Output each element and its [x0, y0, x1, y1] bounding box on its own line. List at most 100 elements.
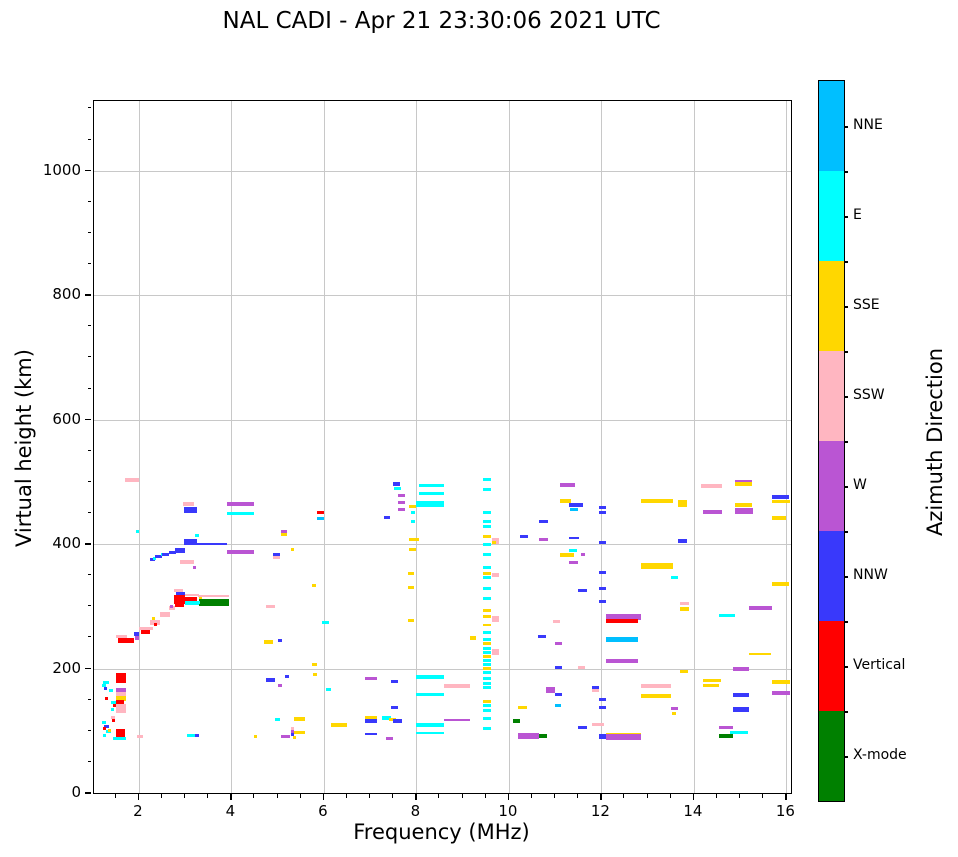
data-segment: [182, 502, 195, 507]
data-segment: [386, 737, 394, 741]
colorbar-segment-ssw: [819, 351, 844, 441]
data-segment: [483, 654, 492, 658]
data-segment: [483, 542, 492, 546]
data-segment: [483, 708, 492, 712]
data-segment: [185, 601, 199, 606]
data-segment: [161, 552, 169, 556]
data-segment: [729, 731, 749, 735]
data-segment: [102, 680, 109, 684]
data-segment: [605, 637, 639, 643]
data-segment: [580, 552, 586, 556]
data-segment: [605, 733, 641, 740]
colorbar-boundary-tick: [844, 531, 848, 533]
data-segment: [365, 676, 378, 680]
y-tick-label: 0: [71, 783, 81, 801]
data-segment: [483, 676, 492, 680]
data-segment: [409, 504, 417, 508]
data-segment: [410, 511, 416, 515]
data-segment: [670, 706, 678, 710]
x-major-tick: [507, 794, 510, 800]
data-segment: [483, 623, 492, 626]
data-segment: [569, 507, 579, 511]
data-segment: [397, 508, 405, 512]
data-segment: [141, 629, 151, 634]
data-segment: [605, 732, 641, 735]
data-segment: [416, 731, 445, 734]
data-segment: [640, 693, 671, 698]
data-segment: [483, 576, 492, 580]
y-minor-tick: [87, 760, 91, 762]
data-segment: [599, 706, 606, 710]
x-tick-label: 10: [498, 802, 518, 820]
x-gridline: [601, 101, 603, 793]
data-segment: [492, 648, 499, 655]
data-segment: [134, 632, 139, 637]
data-segment: [518, 733, 539, 740]
data-segment: [103, 686, 107, 690]
y-gridline: [94, 170, 791, 172]
data-segment: [592, 689, 600, 693]
x-major-tick: [600, 794, 602, 800]
data-segment: [316, 511, 324, 515]
x-gridline: [693, 101, 695, 793]
data-segment: [115, 695, 126, 701]
data-segment: [312, 663, 317, 667]
data-segment: [277, 639, 283, 643]
data-segment: [749, 605, 773, 610]
data-segment: [111, 716, 115, 720]
data-segment: [330, 722, 347, 727]
data-segment: [272, 552, 280, 556]
colorbar-tick: [844, 216, 848, 218]
data-segment: [605, 619, 639, 624]
data-segment: [735, 508, 754, 515]
x-minor-tick: [530, 794, 532, 798]
colorbar-title: Azimuth Direction: [923, 347, 947, 537]
data-segment: [483, 727, 492, 731]
data-segment: [187, 733, 196, 737]
data-segment: [483, 670, 492, 674]
data-segment: [408, 586, 415, 590]
data-segment: [138, 627, 153, 631]
data-segment: [418, 484, 445, 488]
data-segment: [599, 540, 606, 544]
data-segment: [184, 539, 197, 546]
x-gridline: [323, 101, 325, 793]
y-minor-tick: [87, 325, 91, 327]
data-segment: [444, 683, 470, 688]
colorbar-tick: [844, 396, 848, 398]
data-segment: [135, 636, 139, 641]
data-segment: [483, 608, 492, 612]
data-segment: [170, 604, 174, 608]
data-segment: [483, 511, 492, 515]
data-segment: [196, 543, 227, 546]
data-segment: [483, 717, 492, 721]
data-segment: [734, 503, 752, 508]
x-gridline: [786, 101, 788, 793]
data-segment: [394, 487, 402, 491]
data-segment: [174, 603, 185, 608]
data-segment: [293, 731, 306, 735]
data-segment: [197, 601, 201, 605]
data-segment: [313, 672, 317, 676]
data-segment: [483, 658, 492, 662]
data-segment: [151, 617, 155, 621]
data-segment: [679, 669, 689, 673]
chart-title: NAL CADI - Apr 21 23:30:06 2021 UTC: [222, 8, 661, 34]
colorbar-tick: [844, 306, 848, 308]
y-minor-tick: [87, 449, 91, 451]
x-minor-tick: [623, 794, 625, 798]
colorbar-boundary-tick: [844, 351, 848, 353]
x-tick-label: 12: [590, 802, 610, 820]
data-segment: [483, 535, 492, 539]
y-major-tick: [85, 294, 91, 296]
data-segment: [316, 517, 324, 521]
x-tick-label: 16: [775, 802, 795, 820]
colorbar-label-e: E: [853, 207, 862, 223]
data-segment: [483, 642, 492, 646]
data-segment: [671, 711, 677, 715]
data-segment: [115, 700, 125, 706]
y-minor-tick: [87, 698, 91, 700]
colorbar-segment-nnw: [819, 531, 844, 621]
data-segment: [483, 587, 492, 591]
colorbar-segment-x-mode: [819, 711, 844, 801]
